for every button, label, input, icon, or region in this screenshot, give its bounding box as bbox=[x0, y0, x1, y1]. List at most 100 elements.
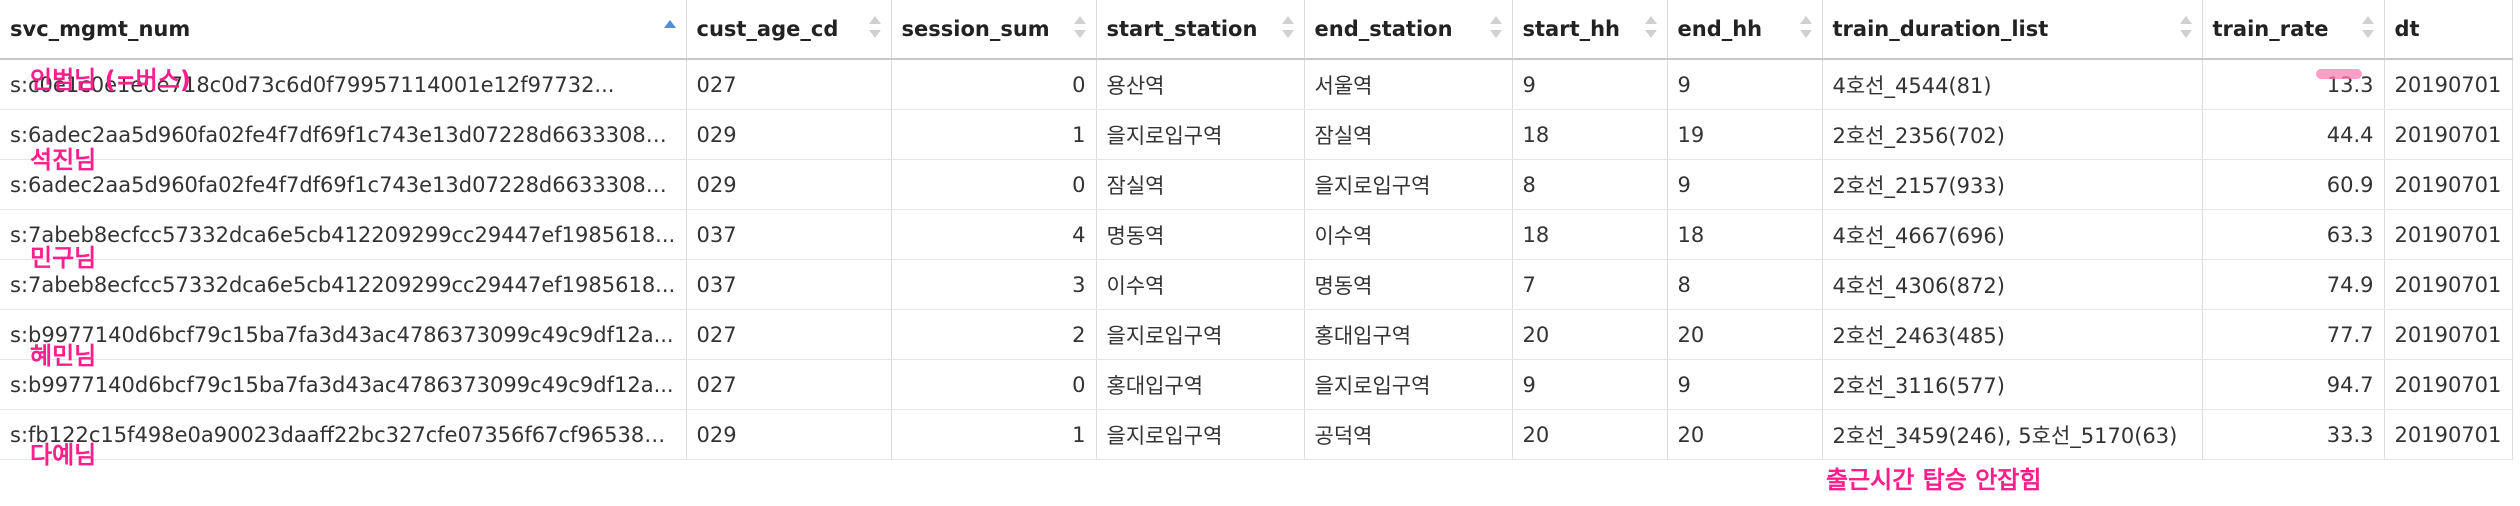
cell-train-rate: 74.9 bbox=[2202, 259, 2385, 310]
sort-icon[interactable] bbox=[1644, 14, 1657, 44]
column-header-label: train_rate bbox=[2212, 17, 2329, 41]
cell-start-hh: 18 bbox=[1512, 109, 1668, 160]
cell-dt: 20190701 bbox=[2384, 309, 2513, 360]
cell-dt: 20190701 bbox=[2384, 409, 2513, 460]
sort-icon[interactable] bbox=[1073, 14, 1086, 44]
cell-start-station: 을지로입구역 bbox=[1096, 409, 1305, 460]
cell-start-hh: 18 bbox=[1512, 209, 1668, 260]
cell-cust-age-cd: 027 bbox=[686, 59, 892, 110]
cell-end-hh: 19 bbox=[1667, 109, 1823, 160]
column-header-dt[interactable]: dt bbox=[2384, 0, 2513, 60]
cell-session-sum: 2 bbox=[891, 309, 1097, 360]
cell-start-hh: 20 bbox=[1512, 409, 1668, 460]
table-row[interactable]: s:b9977140d6bcf79c15ba7fa3d43ac478637309… bbox=[0, 359, 2513, 410]
cell-cust-age-cd: 029 bbox=[686, 409, 892, 460]
cell-train-duration-list: 4호선_4306(872) bbox=[1822, 259, 2203, 310]
table-row[interactable]: s:6adec2aa5d960fa02fe4f7df69f1c743e13d07… bbox=[0, 159, 2513, 210]
cell-train-rate: 94.7 bbox=[2202, 359, 2385, 410]
cell-train-rate: 60.9 bbox=[2202, 159, 2385, 210]
cell-train-rate: 13.3 bbox=[2202, 59, 2385, 110]
cell-session-sum: 1 bbox=[891, 109, 1097, 160]
cell-start-station: 명동역 bbox=[1096, 209, 1305, 260]
cell-start-station: 용산역 bbox=[1096, 59, 1305, 110]
cell-session-sum: 0 bbox=[891, 159, 1097, 210]
annotation-label: 다예님 bbox=[30, 441, 97, 469]
column-header-train-duration-list[interactable]: train_duration_list bbox=[1822, 0, 2203, 60]
column-header-cust-age-cd[interactable]: cust_age_cd bbox=[686, 0, 892, 60]
cell-train-duration-list: 4호선_4667(696) bbox=[1822, 209, 2203, 260]
cell-end-station: 명동역 bbox=[1304, 259, 1513, 310]
cell-dt: 20190701 bbox=[2384, 359, 2513, 410]
cell-cust-age-cd: 027 bbox=[686, 309, 892, 360]
cell-dt: 20190701 bbox=[2384, 159, 2513, 210]
column-header-session-sum[interactable]: session_sum bbox=[891, 0, 1097, 60]
column-header-start-station[interactable]: start_station bbox=[1096, 0, 1305, 60]
column-header-end-hh[interactable]: end_hh bbox=[1667, 0, 1823, 60]
cell-session-sum: 1 bbox=[891, 409, 1097, 460]
cell-start-hh: 20 bbox=[1512, 309, 1668, 360]
table-row[interactable]: s:fb122c15f498e0a90023daaff22bc327cfe073… bbox=[0, 409, 2513, 460]
cell-end-hh: 20 bbox=[1667, 309, 1823, 360]
cell-end-hh: 20 bbox=[1667, 409, 1823, 460]
sort-icon[interactable] bbox=[1281, 14, 1294, 44]
sort-icon[interactable] bbox=[868, 14, 881, 44]
cell-train-duration-list: 2호선_2157(933) bbox=[1822, 159, 2203, 210]
cell-end-hh: 9 bbox=[1667, 59, 1823, 110]
column-header-label: end_station bbox=[1314, 17, 1453, 41]
cell-start-hh: 8 bbox=[1512, 159, 1668, 210]
cell-start-hh: 9 bbox=[1512, 359, 1668, 410]
column-header-start-hh[interactable]: start_hh bbox=[1512, 0, 1668, 60]
table-row[interactable]: s:b9977140d6bcf79c15ba7fa3d43ac478637309… bbox=[0, 309, 2513, 360]
annotation-label: 민구님 bbox=[30, 244, 97, 272]
sort-ascending-icon[interactable] bbox=[663, 14, 676, 44]
column-header-svc-mgmt-num[interactable]: svc_mgmt_num bbox=[0, 0, 687, 60]
cell-cust-age-cd: 029 bbox=[686, 109, 892, 160]
table-row[interactable]: s:c0e1c0e1e0e718c0d73c6d0f79957114001e12… bbox=[0, 59, 2513, 110]
column-header-label: session_sum bbox=[901, 17, 1050, 41]
cell-dt: 20190701 bbox=[2384, 209, 2513, 260]
column-header-label: start_hh bbox=[1522, 17, 1621, 41]
cell-cust-age-cd: 037 bbox=[686, 209, 892, 260]
table-row[interactable]: s:6adec2aa5d960fa02fe4f7df69f1c743e13d07… bbox=[0, 109, 2513, 160]
column-header-train-rate[interactable]: train_rate bbox=[2202, 0, 2385, 60]
annotation-label: 혜민님 bbox=[30, 342, 97, 370]
column-header-label: dt bbox=[2394, 17, 2420, 41]
cell-end-station: 잠실역 bbox=[1304, 109, 1513, 160]
sort-icon[interactable] bbox=[2361, 14, 2374, 44]
cell-start-station: 잠실역 bbox=[1096, 159, 1305, 210]
table-row[interactable]: s:7abeb8ecfcc57332dca6e5cb412209299cc294… bbox=[0, 259, 2513, 310]
cell-train-rate: 63.3 bbox=[2202, 209, 2385, 260]
sort-icon[interactable] bbox=[2179, 14, 2192, 44]
cell-end-station: 공덕역 bbox=[1304, 409, 1513, 460]
cell-train-rate: 77.7 bbox=[2202, 309, 2385, 360]
cell-session-sum: 4 bbox=[891, 209, 1097, 260]
data-table: svc_mgmt_num cust_age_cd session_sum sta… bbox=[0, 0, 2513, 460]
cell-start-station: 을지로입구역 bbox=[1096, 109, 1305, 160]
cell-dt: 20190701 bbox=[2384, 59, 2513, 110]
cell-session-sum: 0 bbox=[891, 359, 1097, 410]
column-header-label: start_station bbox=[1106, 17, 1258, 41]
cell-cust-age-cd: 027 bbox=[686, 359, 892, 410]
column-header-end-station[interactable]: end_station bbox=[1304, 0, 1513, 60]
column-header-label: svc_mgmt_num bbox=[10, 17, 191, 41]
cell-svc-mgmt-num: s:fb122c15f498e0a90023daaff22bc327cfe073… bbox=[0, 409, 687, 460]
cell-svc-mgmt-num: s:b9977140d6bcf79c15ba7fa3d43ac478637309… bbox=[0, 359, 687, 410]
sort-icon[interactable] bbox=[1799, 14, 1812, 44]
cell-end-hh: 8 bbox=[1667, 259, 1823, 310]
cell-cust-age-cd: 029 bbox=[686, 159, 892, 210]
cell-end-hh: 9 bbox=[1667, 359, 1823, 410]
cell-end-station: 이수역 bbox=[1304, 209, 1513, 260]
column-header-label: cust_age_cd bbox=[696, 17, 839, 41]
cell-start-station: 을지로입구역 bbox=[1096, 309, 1305, 360]
annotation-label: 석진님 bbox=[30, 146, 97, 174]
cell-end-station: 서울역 bbox=[1304, 59, 1513, 110]
column-header-label: end_hh bbox=[1677, 17, 1763, 41]
cell-end-hh: 9 bbox=[1667, 159, 1823, 210]
sort-icon[interactable] bbox=[1489, 14, 1502, 44]
cell-train-duration-list: 2호선_3116(577) bbox=[1822, 359, 2203, 410]
table-row[interactable]: s:7abeb8ecfcc57332dca6e5cb412209299cc294… bbox=[0, 209, 2513, 260]
cell-svc-mgmt-num: s:7abeb8ecfcc57332dca6e5cb412209299cc294… bbox=[0, 259, 687, 310]
cell-session-sum: 0 bbox=[891, 59, 1097, 110]
annotation-label: 출근시간 탑승 안잡힘 bbox=[1826, 466, 2042, 494]
column-header-label: train_duration_list bbox=[1832, 17, 2049, 41]
